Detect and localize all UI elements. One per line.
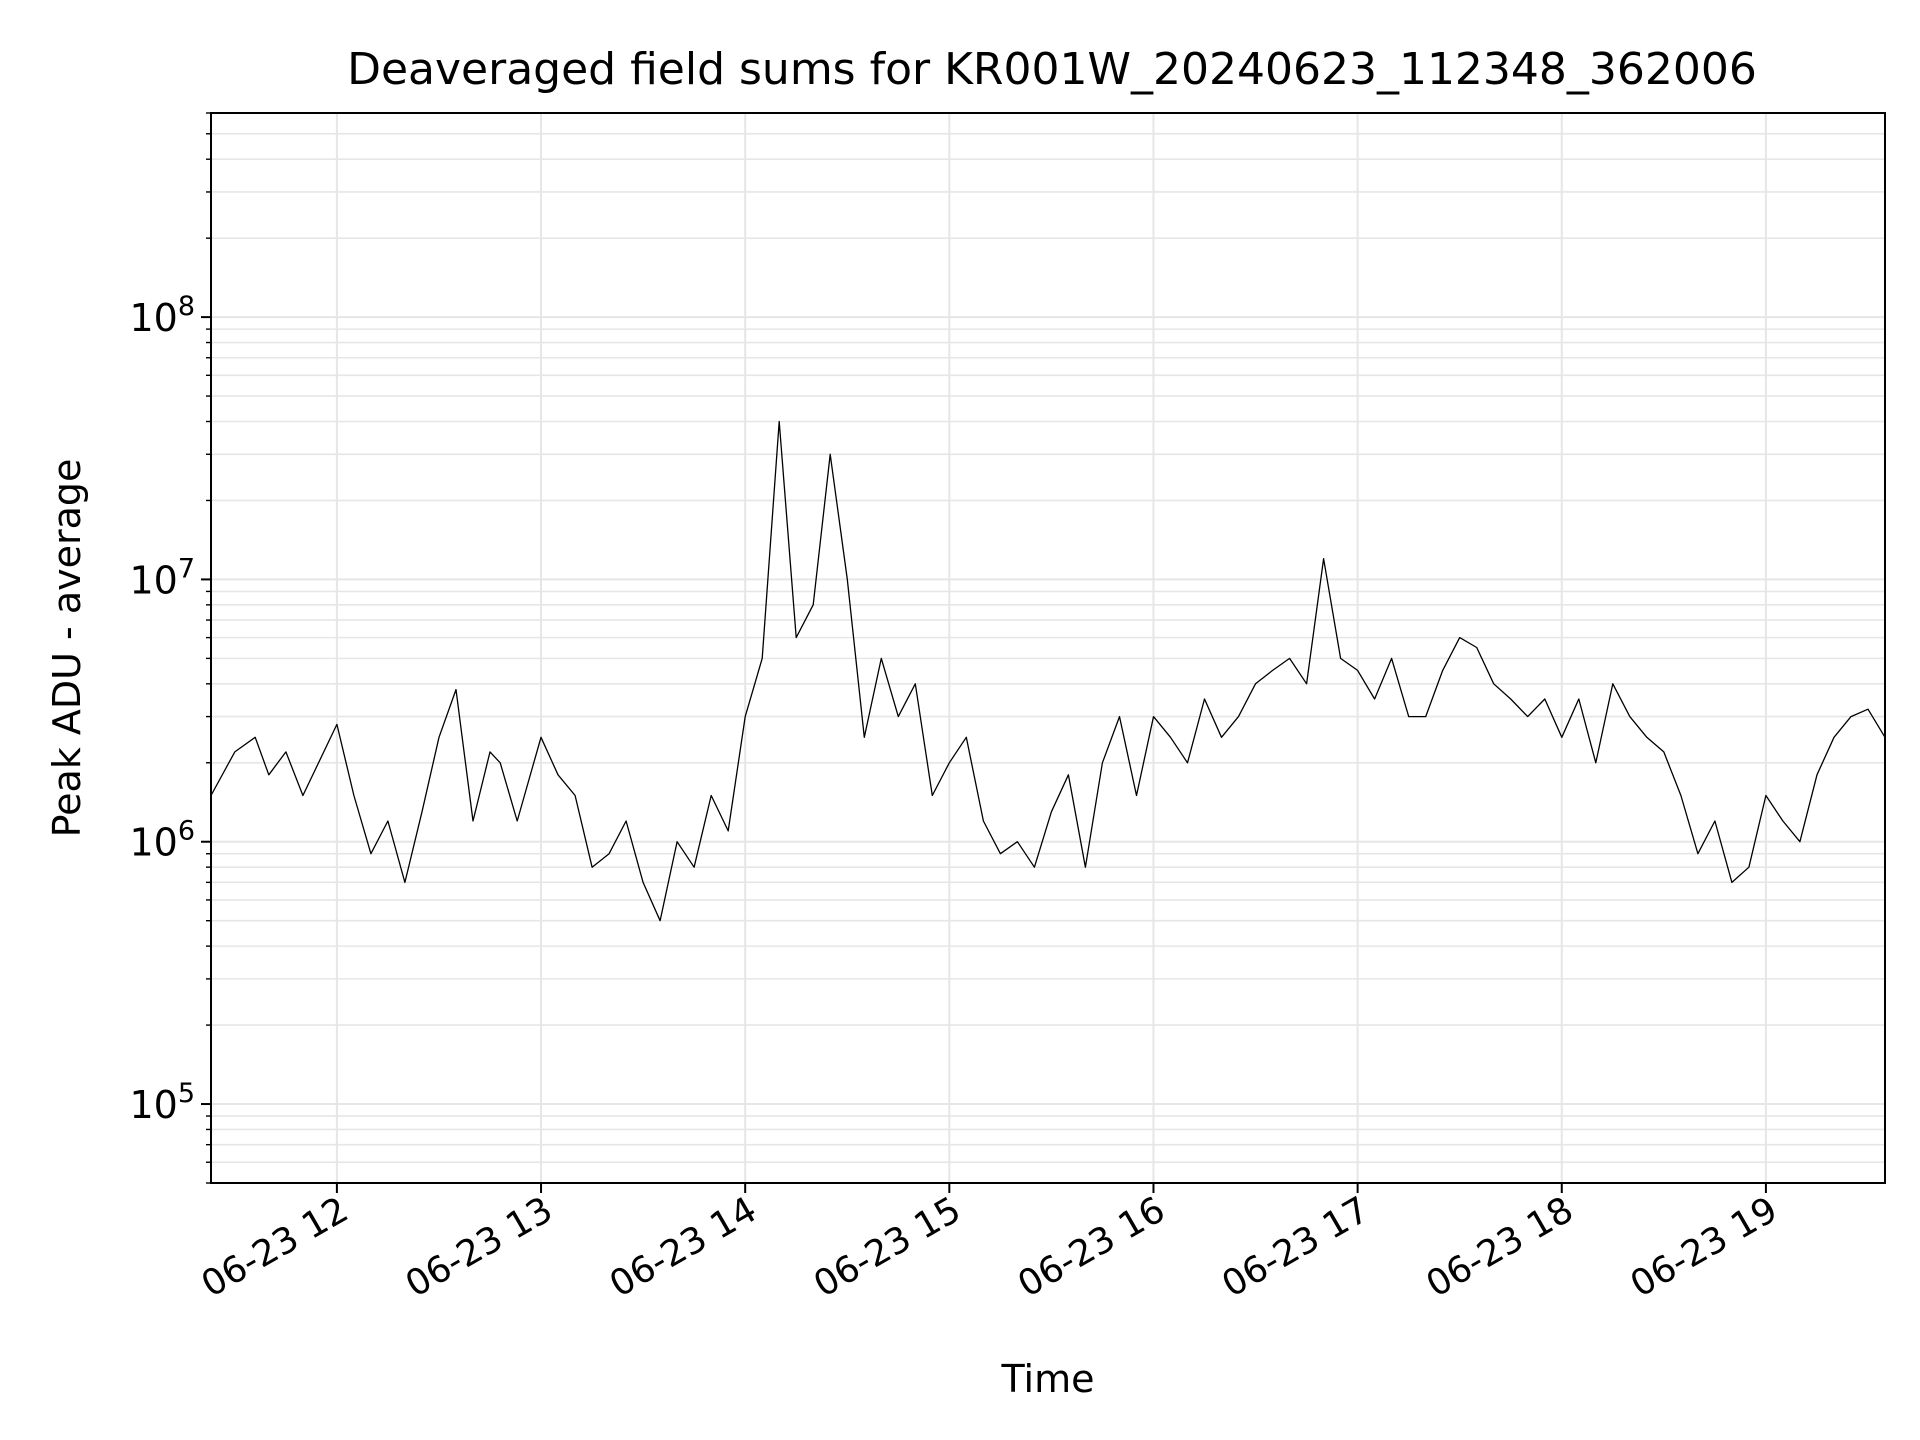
y-tick-label: 108	[129, 291, 195, 340]
x-axis-label: Time	[1001, 1357, 1095, 1401]
grid	[211, 112, 1885, 1184]
x-tick-label: 06-23 16	[1011, 1189, 1172, 1305]
series-line	[210, 420, 1886, 922]
x-tick-label: 06-23 13	[399, 1189, 560, 1305]
y-tick-label: 105	[129, 1078, 195, 1127]
x-tick-label: 06-23 15	[807, 1189, 968, 1305]
chart-title: Deaveraged field sums for KR001W_2024062…	[347, 44, 1757, 95]
x-tick-label: 06-23 19	[1624, 1189, 1785, 1305]
x-tick-label: 06-23 14	[603, 1189, 764, 1305]
y-axis-label: Peak ADU - average	[45, 459, 89, 838]
x-tick-label: 06-23 18	[1420, 1189, 1581, 1305]
plot-frame	[210, 112, 1886, 1184]
x-axis: 06-23 12 06-23 13 06-23 14 06-23 15 06-23 16…	[195, 1183, 1785, 1306]
y-tick-label: 106	[129, 816, 195, 865]
y-axis: 105 106 107 108	[129, 112, 211, 1184]
x-tick-label: 06-23 12	[195, 1189, 356, 1305]
x-tick-label: 06-23 17	[1215, 1189, 1376, 1305]
y-tick-label: 107	[129, 553, 195, 602]
